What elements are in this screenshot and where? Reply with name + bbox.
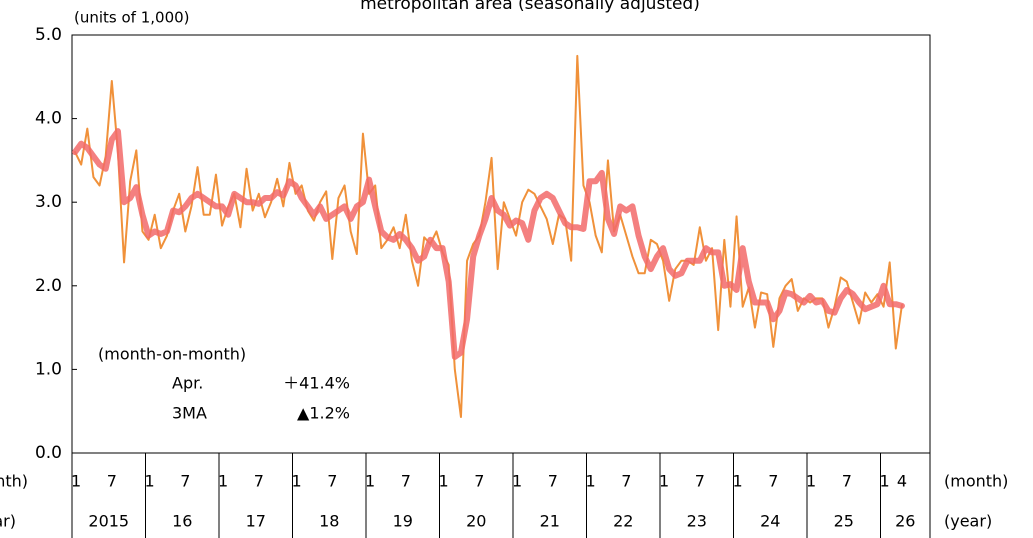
y-tick-label: 2.0 [35,276,62,296]
x-tick-label: 4 [897,472,907,491]
x-tick-label: 1 [585,472,595,491]
series-line [74,54,903,419]
x-tick-label: 7 [621,472,631,491]
year-label: 22 [613,512,633,531]
x-tick-label: 7 [474,472,484,491]
annotation: (month-on-month) [98,345,246,364]
annotation: Apr. [172,374,203,393]
annotation: ▲1.2% [297,404,350,423]
x-tick-label: 1 [71,472,81,491]
x-axis-label: (month) [944,472,1008,491]
x-axis-label: (year) [944,512,992,531]
year-label: 26 [895,512,915,531]
year-label: 18 [319,512,339,531]
x-tick-label: 7 [842,472,852,491]
year-label: 16 [172,512,192,531]
x-tick-label: 1 [732,472,742,491]
year-label: 25 [834,512,854,531]
y-tick-label: 1.0 [35,359,62,379]
x-tick-label: 1 [659,472,669,491]
x-tick-label: 1 [512,472,522,491]
y-tick-label: 3.0 [35,192,62,212]
x-tick-label: 7 [695,472,705,491]
year-label: 20 [466,512,486,531]
year-label: 21 [540,512,560,531]
year-label: 17 [246,512,266,531]
x-tick-label: 1 [365,472,375,491]
annotation: ＋41.4% [283,374,350,393]
year-label: 24 [760,512,780,531]
x-tick-label: 1 [144,472,154,491]
x-tick-label: 7 [107,472,117,491]
x-tick-label: 7 [254,472,264,491]
y-axis-label: (units of 1,000) [74,9,190,27]
series-line [72,128,905,360]
year-label: 2015 [88,512,129,531]
annotation: 3MA [172,404,207,423]
x-tick-label: 1 [806,472,816,491]
year-label: 23 [687,512,707,531]
x-tick-label: 7 [180,472,190,491]
y-tick-label: 5.0 [35,25,62,45]
x-axis-label: (month) [0,472,28,491]
x-tick-label: 1 [438,472,448,491]
plot-frame [71,34,931,454]
x-tick-label: 7 [768,472,778,491]
x-tick-label: 7 [327,472,337,491]
y-tick-label: 0.0 [35,443,62,463]
y-tick-label: 4.0 [35,109,62,129]
x-tick-label: 1 [218,472,228,491]
x-tick-label: 7 [401,472,411,491]
x-axis-label: (year) [0,512,16,531]
x-tick-label: 1 [291,472,301,491]
chart-title: metropolitan area (seasonally adjusted) [360,0,700,14]
x-tick-label: 7 [548,472,558,491]
year-label: 19 [393,512,413,531]
x-tick-label: 1 [879,472,889,491]
